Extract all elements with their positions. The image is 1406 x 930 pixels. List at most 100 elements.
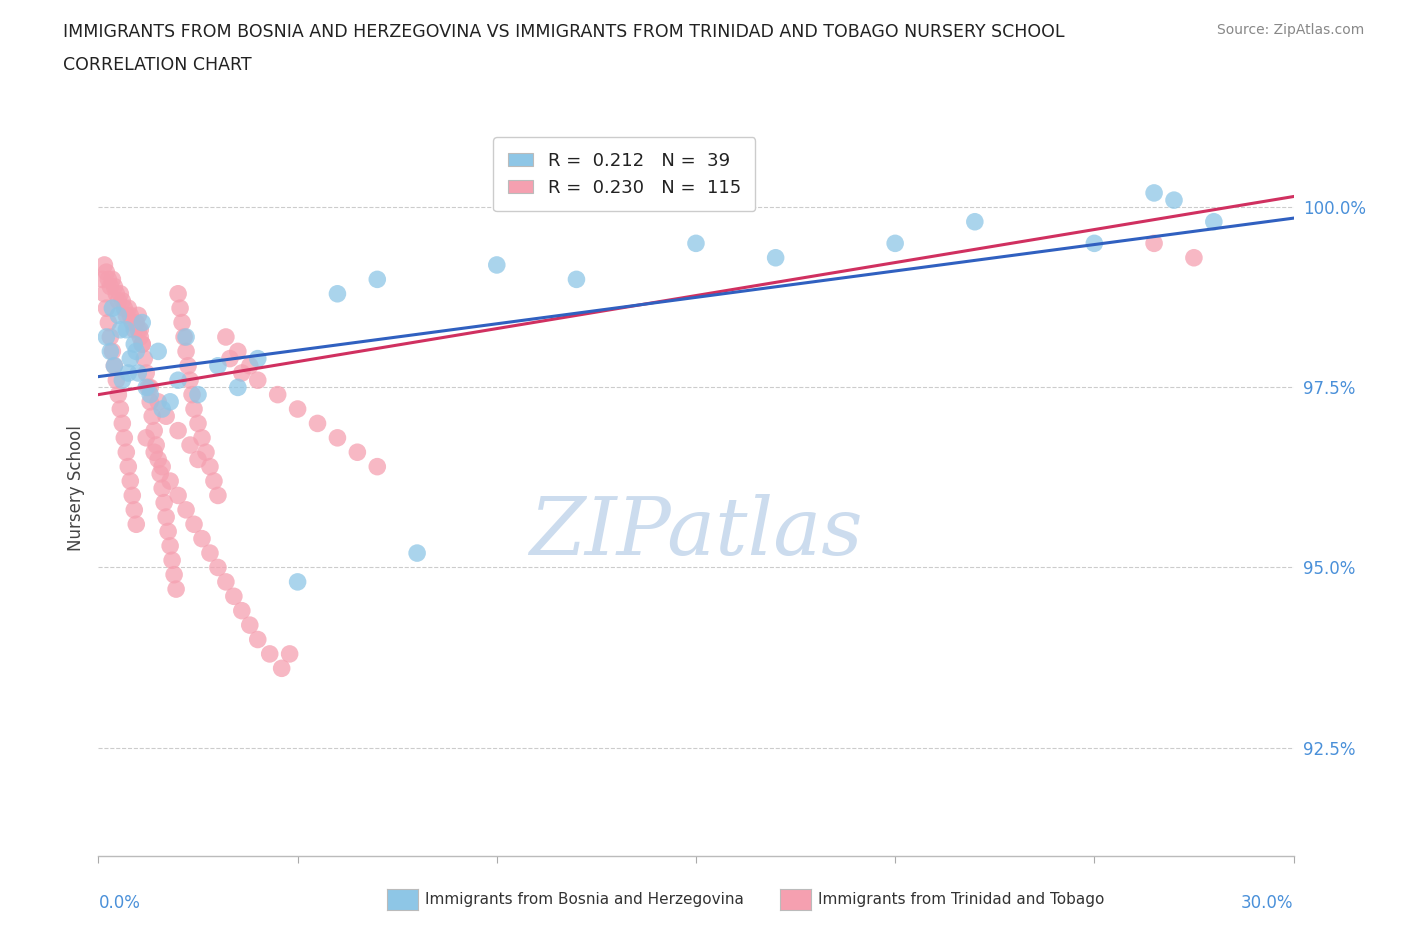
Point <box>195 445 218 459</box>
Legend: R =  0.212   N =  39, R =  0.230   N =  115: R = 0.212 N = 39, R = 0.230 N = 115 <box>494 138 755 211</box>
Point <box>167 286 190 301</box>
Point <box>150 481 173 496</box>
Point <box>326 286 349 301</box>
Text: 0.0%: 0.0% <box>98 895 141 912</box>
Point <box>141 409 163 424</box>
Point <box>207 488 229 503</box>
Point <box>93 258 115 272</box>
Point <box>143 423 166 438</box>
Point <box>346 445 368 459</box>
Point <box>884 236 907 251</box>
Point <box>226 344 249 359</box>
Point <box>139 387 162 402</box>
Point <box>239 618 262 632</box>
Text: Immigrants from Trinidad and Tobago: Immigrants from Trinidad and Tobago <box>818 892 1105 907</box>
Point <box>115 308 138 323</box>
Point <box>96 329 118 344</box>
Point <box>139 394 162 409</box>
Point <box>160 552 183 567</box>
Point <box>117 300 139 315</box>
Point <box>267 387 290 402</box>
Point <box>246 373 269 388</box>
Point <box>187 387 209 402</box>
Point <box>115 445 138 459</box>
Point <box>159 473 181 488</box>
Point <box>143 445 166 459</box>
Point <box>148 344 170 359</box>
Point <box>163 567 186 582</box>
Point <box>127 323 149 338</box>
Point <box>129 323 152 338</box>
Point <box>107 308 129 323</box>
Point <box>98 344 122 359</box>
Point <box>231 365 253 380</box>
Point <box>174 329 197 344</box>
Point <box>135 380 157 395</box>
Point <box>485 258 508 272</box>
Point <box>127 365 149 380</box>
Point <box>173 329 195 344</box>
Point <box>103 358 125 373</box>
Point <box>153 495 176 510</box>
Point <box>326 431 349 445</box>
Point <box>202 473 225 488</box>
Point <box>135 365 157 380</box>
Point <box>139 380 162 395</box>
Text: IMMIGRANTS FROM BOSNIA AND HERZEGOVINA VS IMMIGRANTS FROM TRINIDAD AND TOBAGO NU: IMMIGRANTS FROM BOSNIA AND HERZEGOVINA V… <box>63 23 1064 41</box>
Point <box>107 294 129 309</box>
Point <box>219 352 242 366</box>
Point <box>685 236 707 251</box>
Point <box>105 373 128 388</box>
Point <box>157 524 180 538</box>
Point <box>136 380 159 395</box>
Point <box>97 315 120 330</box>
Point <box>117 459 139 474</box>
Point <box>96 265 118 280</box>
Point <box>366 272 388 286</box>
Point <box>159 394 181 409</box>
Text: Source: ZipAtlas.com: Source: ZipAtlas.com <box>1216 23 1364 37</box>
Point <box>307 416 329 431</box>
Point <box>183 402 205 417</box>
Point <box>174 344 197 359</box>
Point <box>155 510 177 525</box>
Point <box>172 315 194 330</box>
Point <box>222 589 245 604</box>
Point <box>103 279 125 294</box>
Point <box>93 286 115 301</box>
Point <box>270 661 292 676</box>
Point <box>98 329 122 344</box>
Point <box>127 308 149 323</box>
Point <box>167 373 190 388</box>
Point <box>131 337 153 352</box>
Point <box>183 517 205 532</box>
Point <box>101 344 124 359</box>
Point <box>278 646 301 661</box>
Point <box>111 294 134 309</box>
Point <box>565 272 588 286</box>
Point <box>148 452 170 467</box>
Point <box>179 373 201 388</box>
Point <box>121 488 143 503</box>
Point <box>124 337 146 352</box>
Point <box>111 373 134 388</box>
Point <box>111 416 134 431</box>
Point <box>110 323 132 338</box>
Point <box>149 467 172 482</box>
Point <box>107 387 129 402</box>
Point <box>98 279 122 294</box>
Point <box>125 344 148 359</box>
Point <box>1163 193 1185 207</box>
Point <box>215 575 238 590</box>
Point <box>117 365 139 380</box>
Point <box>131 315 153 330</box>
Point <box>287 575 309 590</box>
Point <box>765 250 787 265</box>
Point <box>963 214 986 229</box>
Point <box>169 300 191 315</box>
Point <box>207 358 229 373</box>
Point <box>101 272 124 286</box>
Point <box>207 560 229 575</box>
Point <box>150 459 173 474</box>
Point <box>159 538 181 553</box>
